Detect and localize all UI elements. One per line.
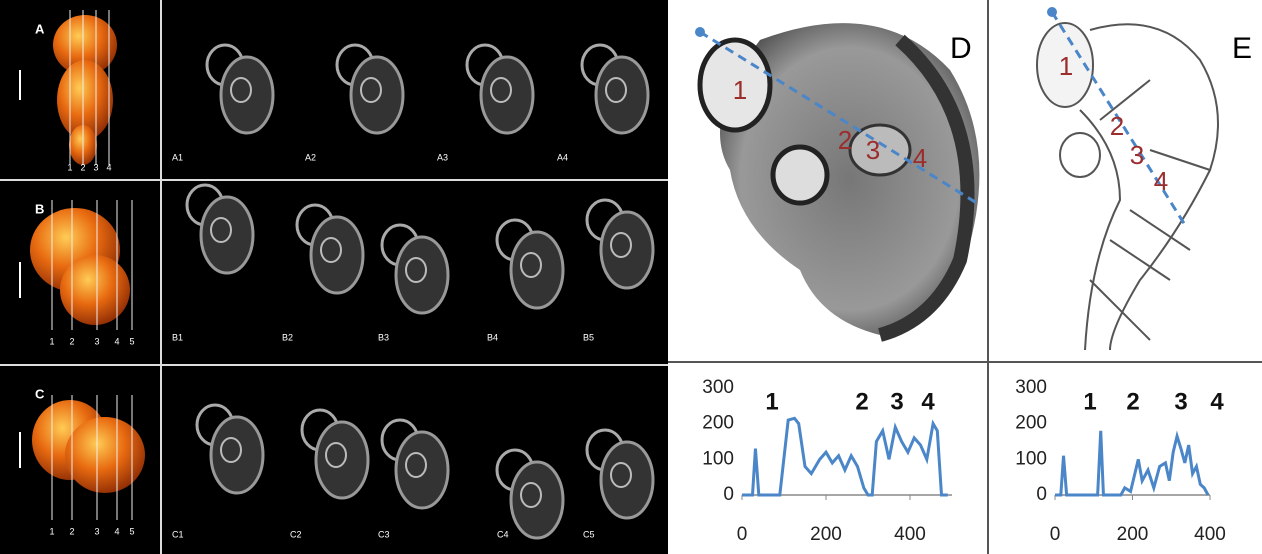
x-tick-label: 0 bbox=[1050, 524, 1061, 545]
slice-label: C1 bbox=[172, 529, 184, 539]
slice-number: 1 bbox=[67, 162, 72, 172]
slice-number: 4 bbox=[114, 526, 119, 536]
slice-label: B3 bbox=[378, 332, 389, 342]
y-tick-label: 200 bbox=[702, 413, 734, 434]
slice-number: 3 bbox=[94, 526, 99, 536]
slice-label: A4 bbox=[557, 152, 568, 162]
slice-image bbox=[481, 57, 533, 133]
slice-number: 4 bbox=[106, 162, 111, 172]
x-tick-label: 400 bbox=[894, 524, 926, 545]
marker-number: 2 bbox=[1110, 111, 1124, 141]
slice-image bbox=[396, 432, 448, 508]
slice-label: A1 bbox=[172, 152, 183, 162]
slice-label: A2 bbox=[305, 152, 316, 162]
slice-label: A3 bbox=[437, 152, 448, 162]
slice-image bbox=[511, 232, 563, 308]
y-tick-label: 300 bbox=[1015, 377, 1047, 398]
slice-number: 2 bbox=[69, 526, 74, 536]
y-tick-label: 300 bbox=[702, 377, 734, 398]
slice-number: 5 bbox=[129, 336, 134, 346]
x-tick-label: 200 bbox=[810, 524, 842, 545]
slice-image bbox=[311, 217, 363, 293]
slice-number: 2 bbox=[80, 162, 85, 172]
annotation: 4 bbox=[921, 388, 935, 415]
annotation: 2 bbox=[1126, 388, 1139, 415]
marker-number: 2 bbox=[838, 125, 852, 155]
slice-number: 2 bbox=[69, 336, 74, 346]
marker-number: 4 bbox=[913, 143, 927, 173]
panel-label: D bbox=[950, 32, 972, 65]
y-tick-label: 100 bbox=[1015, 448, 1047, 469]
annotation: 3 bbox=[1174, 388, 1187, 415]
slice-label: C4 bbox=[497, 529, 509, 539]
slice-image bbox=[396, 237, 448, 313]
slice-image bbox=[316, 422, 368, 498]
annotation: 1 bbox=[765, 388, 778, 415]
slice-label: B4 bbox=[487, 332, 498, 342]
slice-label: B5 bbox=[583, 332, 594, 342]
annotation: 4 bbox=[1210, 388, 1224, 415]
panel-label: E bbox=[1232, 32, 1252, 65]
image-d bbox=[695, 23, 980, 335]
y-tick-label: 0 bbox=[723, 484, 734, 505]
y-tick-label: 0 bbox=[1036, 484, 1047, 505]
marker-number: 4 bbox=[1154, 166, 1168, 196]
slice-image bbox=[601, 212, 653, 288]
slice-image bbox=[201, 197, 253, 273]
annotation: 2 bbox=[855, 388, 868, 415]
slice-number: 1 bbox=[49, 526, 54, 536]
line bbox=[1055, 431, 1208, 495]
marker-number: 1 bbox=[1059, 51, 1073, 81]
y-tick-label: 200 bbox=[1015, 413, 1047, 434]
x-tick-label: 400 bbox=[1194, 524, 1226, 545]
panel-label: A bbox=[35, 21, 45, 36]
annotation: 1 bbox=[1083, 388, 1096, 415]
marker-number: 3 bbox=[1130, 140, 1144, 170]
slice-label: B2 bbox=[282, 332, 293, 342]
line bbox=[742, 418, 948, 495]
slice-number: 4 bbox=[114, 336, 119, 346]
slice-image bbox=[211, 417, 263, 493]
slice-number: 3 bbox=[94, 336, 99, 346]
marker-number: 1 bbox=[733, 75, 747, 105]
slice-label: C3 bbox=[378, 529, 390, 539]
slice-image bbox=[601, 442, 653, 518]
slice-number: 1 bbox=[49, 336, 54, 346]
slice-number: 5 bbox=[129, 526, 134, 536]
slice-label: C2 bbox=[290, 529, 302, 539]
y-tick-label: 100 bbox=[702, 448, 734, 469]
marker-number: 3 bbox=[866, 135, 880, 165]
figure: A B C D E 1234A1A2A3A412345B1B2B3B4B5123… bbox=[0, 0, 1262, 554]
slice-image bbox=[221, 57, 273, 133]
slice-image bbox=[351, 57, 403, 133]
x-tick-label: 200 bbox=[1117, 524, 1149, 545]
x-tick-label: 0 bbox=[737, 524, 748, 545]
panel-label: B bbox=[35, 201, 44, 216]
slice-image bbox=[511, 462, 563, 538]
slice-number: 3 bbox=[93, 162, 98, 172]
slice-image bbox=[596, 57, 648, 133]
slice-label: C5 bbox=[583, 529, 595, 539]
panel-label: C bbox=[35, 386, 45, 401]
slice-label: B1 bbox=[172, 332, 183, 342]
annotation: 3 bbox=[890, 388, 903, 415]
